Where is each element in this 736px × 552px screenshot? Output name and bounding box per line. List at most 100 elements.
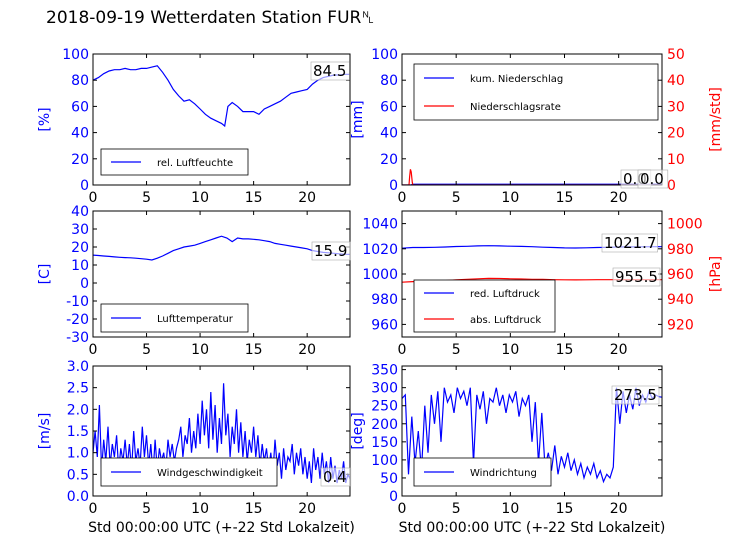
y-right-tick-label: 980 <box>667 242 694 258</box>
legend: Windrichtung <box>413 457 552 487</box>
x-tick-label: 10 <box>501 501 519 517</box>
y-tick-label: 0 <box>80 276 89 292</box>
value-label-box <box>612 267 661 287</box>
x-tick-label: 5 <box>452 190 461 206</box>
legend-box <box>413 63 659 121</box>
x-tick-label: 0 <box>398 190 407 206</box>
x-tick-label: 15 <box>556 501 574 517</box>
series-line-1 <box>93 65 350 128</box>
y-right-tick-label: 960 <box>667 267 694 283</box>
x-tick-label: 10 <box>191 501 209 517</box>
last-value-label: 955.5 <box>615 268 658 286</box>
y-tick-label: 0.0 <box>67 489 89 505</box>
y-right-tick-label: 0 <box>667 178 676 194</box>
legend-box <box>413 279 556 333</box>
last-value-label: 15.9 <box>314 242 347 260</box>
y-tick-label: -20 <box>66 312 89 328</box>
axes-frame <box>92 210 351 338</box>
y-tick-label: 0 <box>389 489 398 505</box>
legend: rel. Luftfeuchte <box>100 148 249 176</box>
x-tick-label: 5 <box>142 501 151 517</box>
legend-label: Niederschlagsrate <box>470 102 561 113</box>
y-tick-label: 150 <box>371 435 398 451</box>
x-tick-label: 15 <box>245 501 263 517</box>
axes-frame <box>92 53 351 186</box>
y-tick-label: 250 <box>371 399 398 415</box>
y-tick-label: 0 <box>80 178 89 194</box>
value-label-box <box>611 385 660 405</box>
x-tick-label: 15 <box>245 190 263 206</box>
value-label-box <box>320 467 352 487</box>
value-label-box <box>637 169 669 189</box>
y-tick-label: 10 <box>71 258 89 274</box>
y-axis-label: [m/s] <box>37 413 53 450</box>
x-tick-label: 0 <box>398 501 407 517</box>
y-tick-label: 100 <box>371 453 398 469</box>
y-tick-label: 40 <box>71 126 89 142</box>
y-tick-label: 60 <box>71 99 89 115</box>
x-tick-label: 5 <box>452 342 461 358</box>
y-axis-label: [mm] <box>350 100 366 138</box>
y-right-tick-label: 10 <box>667 152 685 168</box>
y-axis-label: [C] <box>37 264 53 285</box>
y-tick-label: 350 <box>371 363 398 379</box>
x-tick-label: 0 <box>89 501 98 517</box>
y-tick-label: 60 <box>380 99 398 115</box>
y-tick-label: 50 <box>380 471 398 487</box>
x-tick-label: 5 <box>452 501 461 517</box>
y-tick-label: 1040 <box>362 217 398 233</box>
legend-label: Windrichtung <box>470 468 537 479</box>
x-tick-label: 0 <box>89 342 98 358</box>
y-tick-label: 3.0 <box>67 359 89 375</box>
y-right-tick-label: 30 <box>667 99 685 115</box>
x-tick-label: 20 <box>610 190 628 206</box>
chart-panel-5: 0 5 10 15 20 0.0 0.5 1.0 1.5 2.0 2.5 3.0 [m/s] Std 00… <box>37 359 355 536</box>
last-value-label: 0.0 <box>640 170 664 188</box>
y-tick-label: 0.5 <box>67 467 89 483</box>
legend-label: abs. Luftdruck <box>470 315 541 326</box>
x-tick-label: 0 <box>398 342 407 358</box>
value-label-box <box>601 233 658 253</box>
value-label-box <box>311 241 351 261</box>
x-tick-label: 20 <box>298 342 316 358</box>
x-tick-label: 20 <box>298 501 316 517</box>
y-right-tick-label: 920 <box>667 317 694 333</box>
last-value-label: 273.5 <box>614 386 657 404</box>
y-tick-label: -30 <box>66 330 89 346</box>
legend: Lufttemperatur <box>100 303 249 333</box>
x-tick-label: 20 <box>298 190 316 206</box>
x-tick-label: 15 <box>245 342 263 358</box>
y-tick-label: 980 <box>371 292 398 308</box>
y-tick-label: 100 <box>62 47 89 63</box>
y-tick-label: 40 <box>71 204 89 220</box>
legend-label: rel. Luftfeuchte <box>157 158 233 169</box>
y-axis-label: [deg] <box>350 412 366 449</box>
y-axis-label-right: [hPa] <box>708 256 724 292</box>
chart-panel-4: 0 5 10 15 20 960 980 1000 1020 1040 920 940 960 980 10… <box>362 210 724 358</box>
x-tick-label: 20 <box>610 342 628 358</box>
y-tick-label: 20 <box>71 240 89 256</box>
y-tick-label: 20 <box>71 152 89 168</box>
last-value-label: 1021.7 <box>604 234 657 252</box>
last-value-label: 0.4 <box>323 468 347 486</box>
y-tick-label: 1020 <box>362 242 398 258</box>
chart-panel-3: 0 5 10 15 20 -30 -20 -10 0 10 20 30 40 [C] Lufttempera… <box>37 204 351 358</box>
legend: kum. Niederschlag Niederschlagsrate <box>413 63 659 121</box>
y-tick-label: 0 <box>389 178 398 194</box>
page-title: 2018-09-19 Wetterdaten Station FUR␤ <box>46 8 375 28</box>
y-tick-label: 80 <box>380 73 398 89</box>
y-tick-label: 100 <box>371 47 398 63</box>
legend: Windgeschwindigkeit <box>100 457 278 487</box>
y-tick-label: 300 <box>371 381 398 397</box>
y-tick-label: 960 <box>371 317 398 333</box>
x-tick-label: 10 <box>501 342 519 358</box>
y-axis-label-right: [mm/std] <box>708 87 724 152</box>
legend-label: red. Luftdruck <box>470 289 540 300</box>
axes-frame <box>401 365 663 497</box>
x-tick-label: 5 <box>142 190 151 206</box>
y-tick-label: 30 <box>71 222 89 238</box>
value-label-box <box>310 61 350 81</box>
legend-label: Lufttemperatur <box>157 314 234 325</box>
